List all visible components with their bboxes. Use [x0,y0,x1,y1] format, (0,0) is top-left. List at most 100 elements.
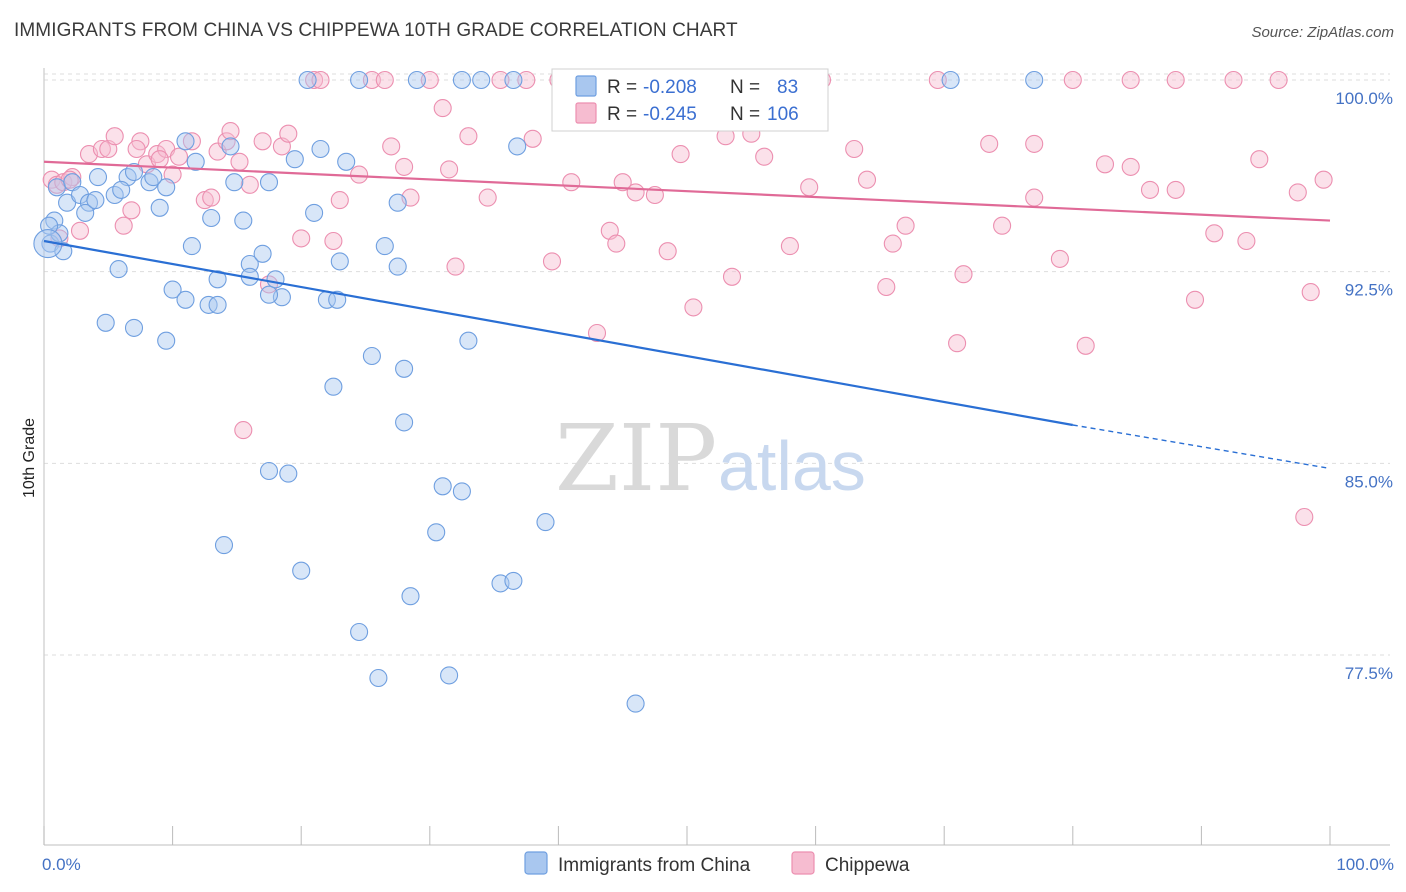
chippewa-point [896,216,915,235]
china-point [388,257,407,276]
chippewa-point [324,231,343,251]
chippewa-point [607,234,626,253]
chippewa-point [292,229,311,248]
y-tick-label: 77.5% [1345,664,1393,683]
x-tick-label-right: 100.0% [1336,855,1394,874]
china-point [440,666,459,685]
chippewa-point [92,139,111,159]
china-point [292,561,311,580]
watermark-atlas: atlas [718,427,866,505]
chippewa-point [446,257,465,276]
china-point [234,211,253,230]
legend-n-value-chippewa: 106 [767,104,799,125]
chippewa-point [70,221,90,240]
chippewa-point [433,99,452,118]
chippewa-point [1224,70,1243,90]
trend-line-china-extension [1072,424,1331,470]
china-point [305,203,324,222]
china-point [96,313,115,332]
chippewa-point [722,267,742,286]
legend-n-label-china: N = [730,77,760,98]
china-point [182,237,201,256]
chippewa-point [542,252,562,271]
china-point [504,571,523,590]
chippewa-point [948,334,967,353]
series-legend: Immigrants from China Chippewa [524,851,910,876]
china-point [176,290,195,309]
chippewa-point [253,132,272,151]
chippewa-point [1121,70,1140,90]
chippewa-point [845,139,864,159]
china-point [941,70,960,90]
china-point [536,513,555,532]
china-point [407,70,426,90]
china-point [328,290,347,309]
chart-title: IMMIGRANTS FROM CHINA VS CHIPPEWA 10TH G… [14,20,738,41]
china-point [459,331,478,350]
chippewa-point [1076,336,1095,355]
china-point [109,260,128,279]
legend-n-label-chippewa: N = [730,104,760,125]
legend-swatch-chippewa [575,102,597,124]
chippewa-point [311,70,330,90]
chippewa-point [148,145,167,164]
series-chippewa-points [42,70,1333,527]
china-point [266,270,285,289]
chippewa-point [1063,70,1082,90]
legend-r-label-china: R = [607,77,637,98]
china-point [369,668,388,688]
china-point [88,168,108,187]
chippewa-point [105,127,124,146]
chippewa-point [63,168,82,187]
chippewa-point [169,147,189,166]
chippewa-point [626,183,645,202]
china-point [208,270,227,289]
y-tick-label: 100.0% [1335,89,1393,108]
chart-source: Source: ZipAtlas.com [1251,24,1394,41]
trend-line-china [43,239,1073,427]
china-point [472,70,491,90]
china-point [508,137,527,156]
china-point [350,70,369,90]
china-point [285,150,304,169]
china-point [157,178,176,197]
china-point [626,694,645,713]
china-point [452,482,471,501]
trend-line-chippewa [43,160,1331,222]
chippewa-point [1295,507,1314,527]
chippewa-point [1314,170,1333,189]
chippewa-point [1166,70,1185,90]
china-point [150,198,169,217]
chippewa-point [800,178,819,197]
chippewa-point [684,298,703,317]
china-point [208,295,227,314]
china-point [504,70,523,90]
chippewa-point [993,216,1012,235]
chippewa-point [350,165,369,184]
chippewa-point [1025,188,1044,207]
chippewa-point [780,237,799,256]
chippewa-point [305,70,324,90]
chippewa-point [395,157,414,176]
chippewa-point [234,421,253,440]
china-point [259,461,279,481]
chippewa-point [1205,224,1224,243]
chippewa-point [1140,180,1160,199]
china-point [1025,70,1044,90]
chippewa-point [523,129,542,148]
china-point [221,137,240,156]
bottom-legend-swatch-chippewa [791,851,815,875]
chippewa-point [883,234,902,253]
legend-r-value-chippewa: -0.245 [643,104,697,125]
chippewa-point [1050,249,1069,268]
chippewa-point [440,160,459,179]
china-point [395,359,414,378]
china-point [401,587,420,606]
chippewa-point [150,150,169,169]
chippewa-point [382,137,401,156]
china-point [298,70,317,90]
chippewa-point [279,124,298,143]
china-point [452,70,471,90]
chippewa-point [587,323,607,343]
chippewa-point [517,70,536,90]
